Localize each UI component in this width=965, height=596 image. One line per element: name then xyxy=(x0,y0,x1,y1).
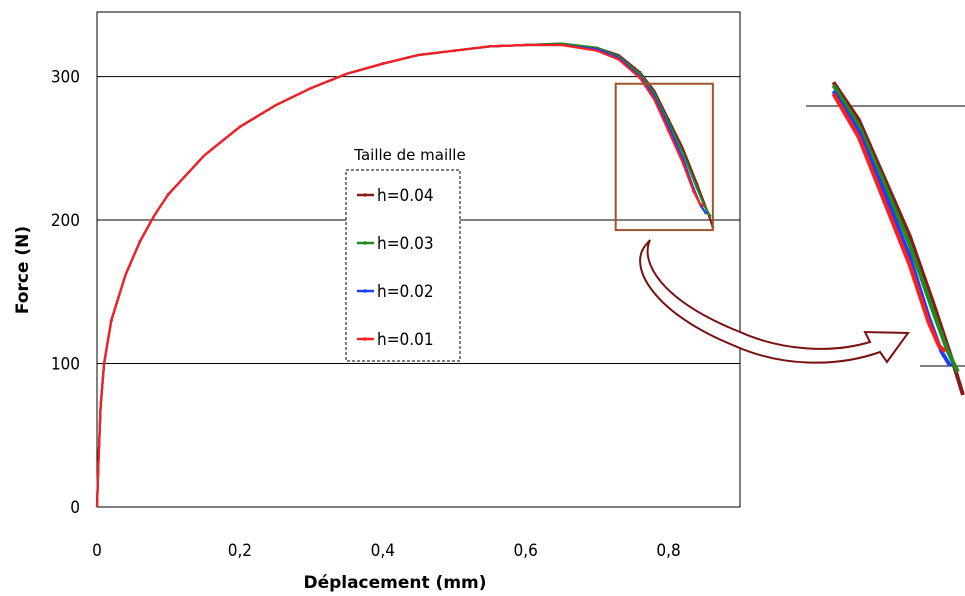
zoom-inset xyxy=(806,81,965,396)
series-point xyxy=(695,187,699,190)
legend-marker xyxy=(363,193,367,197)
x-tick-labels: 0 0,2 0,4 0,6 0,8 xyxy=(92,541,681,561)
legend: h=0.04 h=0.03 h=0.02 h=0.01 xyxy=(357,186,434,350)
y-axis-title: Force (N) xyxy=(13,226,33,314)
series-point xyxy=(667,129,670,133)
y-tick-label: 200 xyxy=(51,211,80,231)
inset-line-h=0.02 xyxy=(831,89,953,368)
series-point xyxy=(704,211,708,215)
series-point xyxy=(452,49,456,53)
legend-marker xyxy=(363,289,367,293)
series-point xyxy=(701,204,705,208)
y-tick-label: 100 xyxy=(51,355,80,375)
series-point xyxy=(638,72,642,76)
x-tick-label: 0,2 xyxy=(228,541,252,561)
legend-marker xyxy=(363,337,367,341)
series-point xyxy=(238,125,242,129)
series-point xyxy=(309,86,313,90)
y-tick-label: 0 xyxy=(70,498,80,518)
legend-label: h=0.04 xyxy=(377,186,434,206)
legend-marker xyxy=(363,241,367,245)
series-point xyxy=(638,76,642,80)
legend-box xyxy=(345,169,461,362)
series-point xyxy=(708,214,712,218)
x-tick-label: 0,4 xyxy=(371,541,395,561)
x-tick-label: 0,6 xyxy=(514,541,538,561)
series-point xyxy=(524,43,528,47)
zoom-arrow xyxy=(639,239,910,364)
y-tick-labels: 0 100 200 300 xyxy=(51,68,80,518)
x-tick-label: 0,8 xyxy=(656,541,680,561)
legend-label: h=0.01 xyxy=(377,330,434,350)
series-point xyxy=(692,189,695,193)
series-point xyxy=(167,192,170,196)
inset-line-h=0.01 xyxy=(831,92,947,353)
x-axis-title: Déplacement (mm) xyxy=(303,573,486,593)
y-tick-label: 300 xyxy=(51,68,80,88)
legend-label: h=0.02 xyxy=(377,282,434,302)
zoom-box xyxy=(614,82,714,232)
inset-series-group xyxy=(831,81,965,396)
inset-line-h=0.03 xyxy=(831,84,960,373)
legend-label: h=0.03 xyxy=(377,234,434,254)
series-point xyxy=(138,240,142,243)
series-point xyxy=(381,62,385,66)
series-group xyxy=(95,42,715,508)
series-point xyxy=(109,319,113,322)
x-tick-label: 0 xyxy=(92,541,102,561)
legend-title: Taille de maille xyxy=(353,146,465,164)
series-point xyxy=(595,49,599,53)
